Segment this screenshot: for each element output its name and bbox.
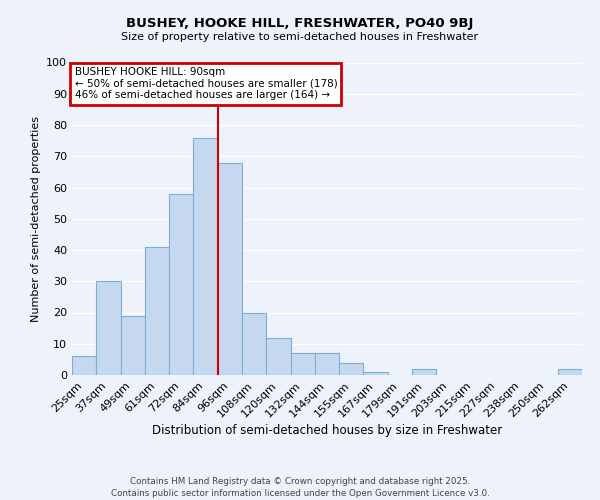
Text: Size of property relative to semi-detached houses in Freshwater: Size of property relative to semi-detach…	[121, 32, 479, 42]
X-axis label: Distribution of semi-detached houses by size in Freshwater: Distribution of semi-detached houses by …	[152, 424, 502, 438]
Bar	[121, 316, 145, 375]
Bar	[242, 312, 266, 375]
Bar	[72, 356, 96, 375]
Text: Contains HM Land Registry data © Crown copyright and database right 2025.: Contains HM Land Registry data © Crown c…	[130, 478, 470, 486]
Bar	[339, 362, 364, 375]
Bar	[218, 162, 242, 375]
Bar	[315, 353, 339, 375]
Bar	[558, 369, 582, 375]
Text: Contains public sector information licensed under the Open Government Licence v3: Contains public sector information licen…	[110, 489, 490, 498]
Bar	[266, 338, 290, 375]
Text: BUSHEY HOOKE HILL: 90sqm
← 50% of semi-detached houses are smaller (178)
46% of : BUSHEY HOOKE HILL: 90sqm ← 50% of semi-d…	[74, 67, 337, 100]
Bar	[96, 281, 121, 375]
Y-axis label: Number of semi-detached properties: Number of semi-detached properties	[31, 116, 41, 322]
Bar	[193, 138, 218, 375]
Bar	[169, 194, 193, 375]
Bar	[290, 353, 315, 375]
Text: BUSHEY, HOOKE HILL, FRESHWATER, PO40 9BJ: BUSHEY, HOOKE HILL, FRESHWATER, PO40 9BJ	[127, 18, 473, 30]
Bar	[412, 369, 436, 375]
Bar	[364, 372, 388, 375]
Bar	[145, 247, 169, 375]
